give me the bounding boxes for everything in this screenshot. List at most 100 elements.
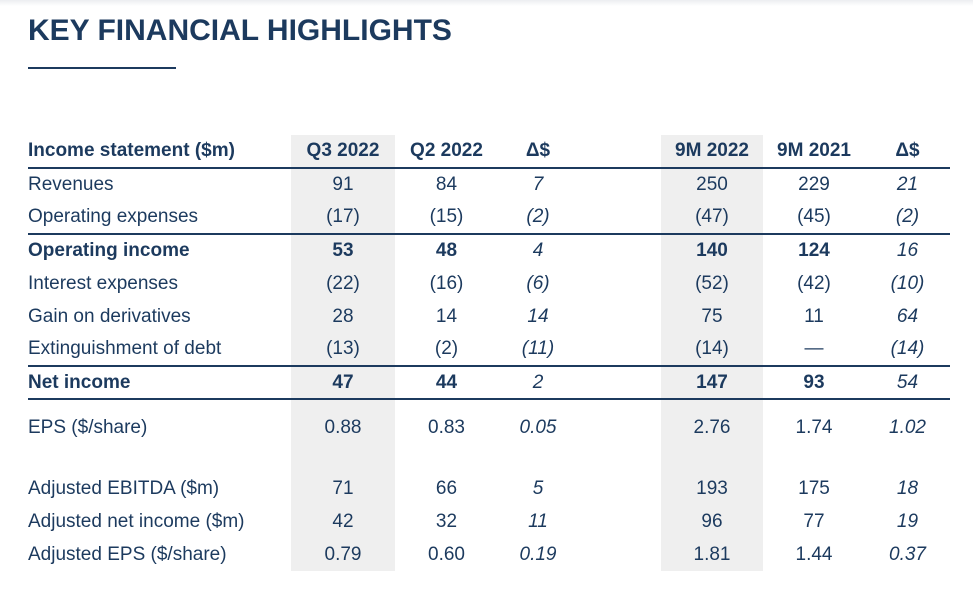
- row-label-eps: EPS ($/share): [28, 416, 148, 438]
- cell-adjusted-eps-delta-9m: 0.37: [889, 543, 926, 565]
- table-row-revenues: Revenues 91 84 7 250 229 21: [28, 168, 950, 201]
- cell-net-income-q2-2022: 44: [395, 366, 498, 400]
- cell-spacer: [578, 447, 661, 472]
- cell-gain-on-derivatives-9m-2022: 75: [661, 300, 763, 333]
- row-label-operating-expenses: Operating expenses: [28, 201, 291, 235]
- cell-operating-expenses-q2-2022: (15): [395, 201, 498, 235]
- table-row-operating-income: Operating income 53 48 4 140 124 16: [28, 234, 950, 267]
- slide: KEY FINANCIAL HIGHLIGHTS Income statemen…: [28, 14, 950, 571]
- cell-spacer-delta-q: [498, 447, 578, 472]
- cell-operating-expenses-9m-2022: (47): [661, 201, 763, 235]
- row-label-operating-income: Operating income: [28, 240, 190, 261]
- column-header-9m-2021: 9M 2021: [763, 135, 865, 169]
- cell-extinguishment-of-debt-delta-q: (11): [498, 333, 578, 367]
- table-row-eps: EPS ($/share) 0.88 0.83 0.05 2.76 1.74 1.02: [28, 399, 950, 447]
- cell-revenues-delta-q: 7: [532, 174, 544, 195]
- cell-eps-q3-2022: 0.88: [291, 399, 395, 447]
- table-row-extinguishment-of-debt: Extinguishment of debt (13) (2) (11) (14) — (1…: [28, 333, 950, 367]
- cell-spacer-9m-2021: [763, 447, 865, 472]
- cell-spacer-q2-2022: [395, 447, 498, 472]
- cell-gain-on-derivatives-delta-9m: 64: [896, 305, 919, 327]
- cell-adjusted-eps-9m-2022: 1.81: [661, 538, 763, 571]
- cell-spacer-9m-2022: [661, 447, 763, 472]
- cell-spacer: [578, 333, 661, 367]
- cell-operating-income-9m-2021: 124: [798, 240, 830, 261]
- cell-operating-expenses-q3-2022: (17): [291, 201, 395, 235]
- cell-interest-expenses-delta-9m: (10): [890, 272, 925, 294]
- cell-operating-income-delta-9m: 16: [896, 240, 919, 261]
- cell-spacer: [578, 234, 661, 267]
- cell-gain-on-derivatives-9m-2021: 11: [804, 305, 824, 327]
- income-statement-table: Income statement ($m) Q3 2022 Q2 2022 Δ$ 9M …: [28, 135, 950, 571]
- cell-adjusted-net-income-9m-2021: 77: [803, 510, 825, 532]
- cell-extinguishment-of-debt-9m-2021: —: [763, 333, 865, 367]
- cell-revenues-9m-2022: 250: [661, 168, 763, 201]
- cell-spacer: [578, 300, 661, 333]
- row-label-spacer: [28, 447, 291, 472]
- cell-eps-q2-2022: 0.83: [428, 416, 465, 438]
- column-spacer: [578, 135, 661, 169]
- table-row-adjusted-eps: Adjusted EPS ($/share) 0.79 0.60 0.19 1.81 1.…: [28, 538, 950, 571]
- cell-adjusted-eps-q3-2022: 0.79: [291, 538, 395, 571]
- table-row-interest-expenses: Interest expenses (22) (16) (6) (52) (42) (10): [28, 267, 950, 300]
- cell-extinguishment-of-debt-q3-2022: (13): [291, 333, 395, 367]
- cell-operating-income-q2-2022: 48: [435, 240, 458, 261]
- cell-adjusted-eps-delta-q: 0.19: [519, 543, 557, 565]
- cell-interest-expenses-9m-2021: (42): [797, 272, 831, 294]
- column-header-9m-2022: 9M 2022: [661, 135, 763, 169]
- cell-spacer: [578, 267, 661, 300]
- cell-revenues-q3-2022: 91: [291, 168, 395, 201]
- table-row-net-income: Net income 47 44 2 147 93 54: [28, 366, 950, 400]
- cell-eps-delta-9m: 1.02: [889, 416, 926, 438]
- table-row-spacer: [28, 447, 950, 472]
- cell-extinguishment-of-debt-9m-2022: (14): [661, 333, 763, 367]
- cell-spacer: [578, 399, 661, 447]
- cell-spacer-q3-2022: [291, 447, 395, 472]
- row-label-interest-expenses: Interest expenses: [28, 272, 178, 294]
- cell-adjusted-eps-q2-2022: 0.60: [428, 543, 465, 565]
- cell-revenues-9m-2021: 229: [798, 174, 830, 195]
- cell-spacer: [578, 366, 661, 400]
- cell-spacer-delta-9m: [865, 447, 950, 472]
- cell-spacer: [578, 505, 661, 538]
- cell-adjusted-ebitda-delta-9m: 18: [896, 477, 919, 499]
- cell-operating-expenses-delta-q: (2): [498, 201, 578, 235]
- table-row-adjusted-net-income: Adjusted net income ($m) 42 32 11 96 77 19: [28, 505, 950, 538]
- row-label-extinguishment-of-debt: Extinguishment of debt: [28, 333, 291, 367]
- cell-interest-expenses-q3-2022: (22): [291, 267, 395, 300]
- cell-spacer: [578, 168, 661, 201]
- page-title: KEY FINANCIAL HIGHLIGHTS: [28, 14, 452, 47]
- cell-eps-9m-2021: 1.74: [795, 416, 833, 438]
- table-row-gain-on-derivatives: Gain on derivatives 28 14 14 75 11 64: [28, 300, 950, 333]
- column-header-q2-2022: Q2 2022: [395, 135, 498, 169]
- cell-spacer: [578, 201, 661, 235]
- cell-spacer: [578, 538, 661, 571]
- cell-operating-expenses-delta-9m: (2): [865, 201, 950, 235]
- cell-extinguishment-of-debt-q2-2022: (2): [395, 333, 498, 367]
- cell-interest-expenses-q2-2022: (16): [429, 272, 464, 294]
- cell-interest-expenses-delta-q: (6): [526, 272, 550, 294]
- cell-revenues-q2-2022: 84: [435, 174, 458, 195]
- table-row-operating-expenses: Operating expenses (17) (15) (2) (47) (45) (2): [28, 201, 950, 235]
- cell-gain-on-derivatives-q3-2022: 28: [291, 300, 395, 333]
- cell-adjusted-net-income-q3-2022: 42: [291, 505, 395, 538]
- cell-operating-income-q3-2022: 53: [291, 234, 395, 267]
- cell-adjusted-net-income-9m-2022: 96: [661, 505, 763, 538]
- cell-adjusted-ebitda-9m-2022: 193: [661, 472, 763, 505]
- cell-net-income-9m-2022: 147: [661, 366, 763, 400]
- column-header-income-statement: Income statement ($m): [28, 135, 291, 169]
- row-label-gain-on-derivatives: Gain on derivatives: [28, 305, 191, 327]
- column-header-delta-9m: Δ$: [865, 135, 950, 169]
- cell-eps-delta-q: 0.05: [519, 416, 557, 438]
- cell-adjusted-ebitda-q3-2022: 71: [291, 472, 395, 505]
- cell-net-income-9m-2021: 93: [763, 366, 865, 400]
- cell-interest-expenses-9m-2022: (52): [661, 267, 763, 300]
- cell-adjusted-eps-9m-2021: 1.44: [795, 543, 833, 565]
- cell-adjusted-net-income-delta-9m: 19: [896, 510, 919, 532]
- cell-gain-on-derivatives-q2-2022: 14: [435, 305, 458, 327]
- cell-revenues-delta-9m: 21: [896, 174, 919, 195]
- cell-adjusted-net-income-q2-2022: 32: [435, 510, 458, 532]
- table-row-adjusted-ebitda: Adjusted EBITDA ($m) 71 66 5 193 175 18: [28, 472, 950, 505]
- table-header-row: Income statement ($m) Q3 2022 Q2 2022 Δ$ 9M …: [28, 135, 950, 169]
- cell-eps-9m-2022: 2.76: [661, 399, 763, 447]
